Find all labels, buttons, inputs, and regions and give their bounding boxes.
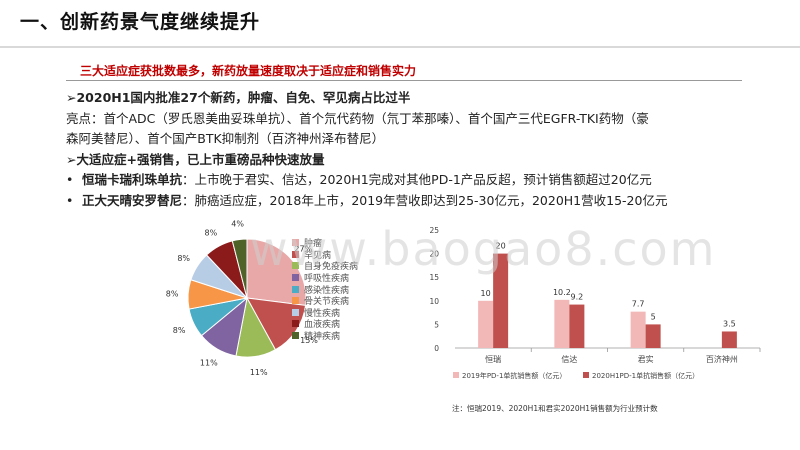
pie-data-label: 27%: [294, 244, 312, 253]
category-label: 信达: [561, 354, 577, 364]
y-tick-label: 0: [434, 344, 439, 353]
legend-swatch: [292, 250, 299, 258]
pie-chart: 27% 15% 11% 11% 8% 8% 8% 8% 4%: [166, 220, 319, 377]
legend-label: 血液疾病: [304, 320, 341, 331]
legend-item: 罕见病: [292, 249, 358, 261]
bar-data-label: 5: [651, 312, 656, 321]
legend-label: 感染性疾病: [304, 285, 350, 296]
pie-data-label: 8%: [177, 254, 190, 263]
legend-label: 精神疾病: [304, 332, 341, 343]
legend-item: 肿瘤: [292, 237, 358, 249]
bullet-anlotinib: • 正大天晴安罗替尼：肺癌适应症，2018年上市，2019年营收即达到25-30亿…: [66, 191, 746, 212]
category-label: 百济神州: [706, 354, 738, 364]
bar-data-label: 3.5: [723, 319, 736, 328]
bar: [645, 324, 661, 348]
legend-item: 慢性疾病: [292, 307, 358, 319]
legend-item: 感染性疾病: [292, 283, 358, 296]
pie-data-label: 8%: [166, 289, 179, 298]
bar: [569, 304, 585, 348]
bar: [478, 300, 494, 348]
content-body: ➢2020H1国内批准27个新药，肿瘤、自免、罕见病占比过半 亮点：首个ADC（…: [66, 88, 746, 212]
pie-data-label: 8%: [173, 326, 186, 335]
category-label: 恒瑞: [485, 354, 501, 364]
bullet-hengrui-text: ：上市晚于君实、信达，2020H1完成对其他PD-1产品反超，预计销售额超过20…: [182, 172, 652, 188]
legend-label: 呼吸性疾病: [304, 274, 350, 285]
highlights-line-1: 亮点：首个ADC（罗氏恩美曲妥珠单抗）、首个氘代药物（氘丁苯那嗪）、首个国产三代…: [66, 110, 649, 126]
y-tick-label: 15: [429, 273, 439, 282]
watermark: www.baogao8.com: [250, 222, 717, 276]
legend-swatch: [292, 285, 299, 293]
legend-label: 罕见病: [304, 250, 332, 261]
legend-label: 肿瘤: [304, 239, 323, 250]
bar: [630, 311, 646, 348]
subtitle-divider: [66, 80, 742, 81]
title-divider: [0, 46, 800, 48]
bullet-icon: •: [66, 192, 74, 208]
bar: [721, 331, 737, 348]
y-tick-label: 10: [429, 297, 439, 306]
bar-data-label: 7.7: [632, 300, 645, 309]
page-title: 一、创新药景气度继续提升: [20, 11, 261, 33]
legend-item: 精神疾病: [292, 330, 358, 342]
arrow-icon: ➢: [66, 151, 77, 167]
legend-label: 自身免疫疾病: [304, 262, 359, 273]
legend-item: 骨关节疾病: [292, 295, 358, 307]
pie-legend: 肿瘤 罕见病 自身免疫疾病 呼吸性疾病 感染性疾病 骨关节疾病 慢性疾病 血液疾病 精神疾病: [292, 237, 358, 342]
legend-swatch: [292, 239, 299, 247]
legend-swatch: [292, 332, 299, 340]
legend-label: 慢性疾病: [304, 308, 341, 319]
arrow-icon: ➢: [66, 90, 77, 105]
legend-label: 骨关节疾病: [304, 297, 350, 308]
bar: [493, 253, 509, 348]
bar-data-label: 10.2: [553, 288, 571, 297]
highlights-line-2: 森阿美替尼）、首个国产BTK抑制剂（百济神州泽布替尼）: [66, 131, 385, 147]
y-tick-label: 5: [434, 320, 439, 329]
bar-chart: 0 5 10 15 20 25 10 20 恒瑞 10.29.2 信达 7.7 5 君实 3.5 百济神州 20…: [429, 226, 761, 380]
bullet-anlotinib-title: 正大天晴安罗替尼: [82, 192, 183, 208]
legend-swatch: [292, 308, 299, 316]
pie-data-label: 15%: [300, 336, 318, 345]
legend-swatch: [453, 372, 459, 378]
bar-data-label: 9.2: [571, 293, 584, 302]
bullet-anlotinib-text: ：肺癌适应症，2018年上市，2019年营收即达到25-30亿元，2020H1营…: [182, 192, 668, 208]
y-tick-label: 25: [429, 226, 439, 235]
pie-data-label: 4%: [231, 220, 244, 229]
legend-swatch: [292, 320, 299, 328]
legend-label: 2020H1PD-1单抗销售额（亿元）: [592, 371, 699, 380]
legend-item: 自身免疫疾病: [292, 260, 358, 272]
pie-data-label: 8%: [205, 228, 218, 237]
chart-note: 注：恒瑞2019、2020H1和君实2020H1销售额为行业预计数: [452, 404, 658, 413]
line-indications: ➢大适应症+强销售，已上市重磅品种快速放量: [66, 150, 746, 171]
bar-data-label: 20: [496, 242, 506, 251]
approvals-text: 2020H1国内批准27个新药，肿瘤、自免、罕见病占比过半: [76, 90, 411, 105]
bullet-icon: •: [66, 172, 74, 188]
line-approvals: ➢2020H1国内批准27个新药，肿瘤、自免、罕见病占比过半: [66, 88, 746, 109]
pie-slice: [231, 238, 248, 299]
bullet-hengrui: • 恒瑞卡瑞利珠单抗：上市晚于君实、信达，2020H1完成对其他PD-1产品反超，…: [66, 170, 746, 191]
pie-data-label: 11%: [250, 368, 268, 377]
bar-data-label: 10: [481, 289, 491, 298]
legend-swatch: [292, 274, 299, 282]
legend-item: 呼吸性疾病: [292, 272, 358, 284]
legend-label: 2019年PD-1单抗销售额（亿元）: [462, 371, 566, 380]
legend-swatch: [292, 262, 299, 270]
section-subtitle: 三大适应症获批数最多，新药放量速度取决于适应症和销售实力: [80, 64, 417, 78]
pie-slice: [246, 297, 307, 351]
pie-slice: [246, 238, 307, 306]
legend-swatch: [292, 297, 299, 305]
indications-text: 大适应症+强销售，已上市重磅品种快速放量: [76, 151, 325, 167]
legend-item: 血液疾病: [292, 318, 358, 330]
category-label: 君实: [638, 354, 654, 364]
y-tick-label: 20: [429, 250, 439, 259]
legend-swatch: [583, 372, 589, 378]
pie-data-label: 11%: [200, 359, 218, 368]
bullet-hengrui-title: 恒瑞卡瑞利珠单抗: [82, 172, 183, 188]
bar: [554, 299, 570, 348]
